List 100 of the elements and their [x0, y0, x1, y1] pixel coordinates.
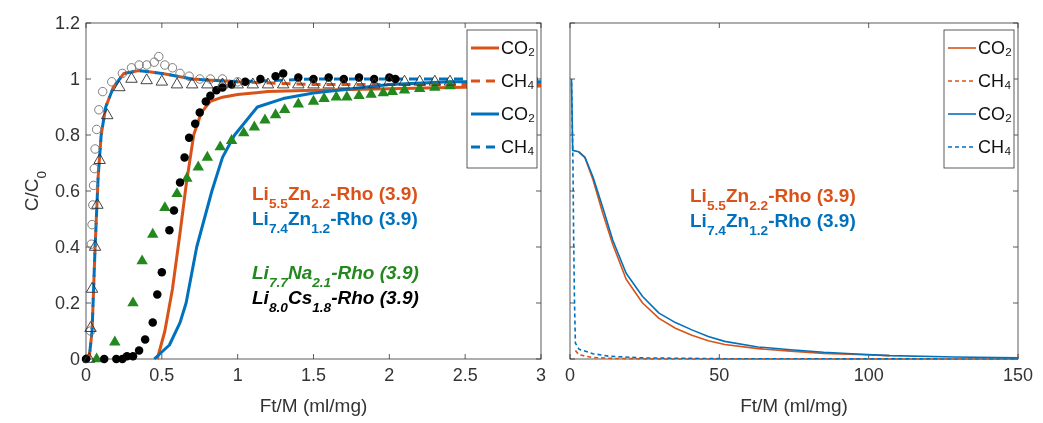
point: [149, 57, 159, 67]
legend-label: CO₂: [501, 38, 535, 58]
point: [181, 171, 193, 182]
annotation: Li$_{7.4}$Zn$_{1.2}$-Rho (3.9): [690, 210, 856, 238]
y-tick-label: 0.2: [54, 293, 80, 313]
point: [94, 105, 104, 115]
point: [85, 326, 96, 336]
point: [148, 318, 157, 327]
point: [93, 153, 106, 164]
point: [167, 63, 178, 73]
point: [160, 60, 170, 70]
annotation: Li$_{7.7}$Na$_{2.1}$-Rho (3.9): [252, 262, 419, 290]
point: [277, 77, 290, 89]
y-tick-label: 0.8: [54, 125, 80, 145]
point: [184, 71, 194, 81]
point: [278, 103, 291, 114]
annotation: Li$_{7.4}$Zn$_{1.2}$-Rho (3.9): [252, 208, 418, 236]
point: [225, 134, 238, 144]
point: [126, 63, 137, 73]
point: [337, 77, 350, 89]
point: [386, 85, 399, 95]
point: [205, 74, 216, 84]
point: [261, 77, 275, 89]
point: [318, 92, 330, 102]
point: [307, 94, 320, 105]
point: [246, 77, 259, 89]
point: [195, 108, 204, 117]
point: [82, 351, 96, 363]
x-tick-label: 2: [384, 365, 395, 385]
point: [413, 74, 426, 86]
y-tick-label: 1: [69, 69, 80, 89]
point: [155, 74, 168, 86]
point: [383, 74, 396, 86]
annotation: Li$_{5.5}$Zn$_{2.2}$-Rho (3.9): [252, 183, 418, 211]
point: [201, 150, 214, 161]
x-tick-label: 100: [853, 365, 884, 385]
point: [322, 77, 335, 89]
point: [398, 74, 411, 86]
point: [134, 346, 144, 355]
point: [352, 77, 366, 89]
point: [89, 163, 100, 174]
point: [368, 77, 381, 89]
point: [341, 90, 353, 101]
point: [97, 86, 108, 97]
x-tick-label: 0.5: [149, 365, 175, 385]
point: [90, 144, 100, 154]
point: [159, 201, 171, 212]
x-tick-label: 150: [1002, 365, 1034, 385]
point: [117, 68, 128, 79]
point: [206, 91, 215, 101]
point: [157, 267, 167, 277]
point: [175, 68, 185, 79]
point: [87, 219, 97, 230]
legend-label: CH₄: [978, 137, 1012, 157]
point: [147, 227, 159, 238]
point: [292, 97, 305, 108]
point: [88, 200, 98, 210]
point: [91, 197, 104, 209]
point: [85, 281, 99, 293]
point: [125, 71, 138, 83]
x-axis-title: Ft/M (ml/mg): [259, 395, 368, 416]
point: [171, 187, 183, 198]
point: [141, 60, 152, 70]
point: [88, 180, 99, 191]
point: [256, 74, 265, 84]
point: [84, 321, 97, 332]
x-tick-label: 1.5: [300, 365, 327, 385]
point: [292, 77, 305, 89]
annotation: Li$_{5.5}$Zn$_{2.2}$-Rho (3.9): [690, 185, 856, 213]
x-tick-label: 2.5: [452, 365, 478, 385]
point: [107, 77, 117, 87]
y-tick-label: 0.4: [54, 237, 80, 257]
point: [238, 126, 250, 137]
point: [175, 178, 185, 187]
point: [99, 354, 109, 364]
point: [165, 225, 174, 235]
point: [216, 77, 229, 89]
point: [365, 87, 377, 98]
point: [184, 133, 194, 143]
legend-label: CO₂: [978, 38, 1012, 58]
point: [217, 74, 228, 84]
point: [136, 254, 148, 265]
legend-label: CO₂: [978, 104, 1012, 124]
point: [169, 206, 179, 215]
point: [140, 335, 150, 344]
point: [186, 77, 199, 89]
point: [134, 60, 144, 70]
point: [91, 124, 102, 135]
point: [180, 153, 189, 162]
legend-label: CH₄: [501, 71, 535, 91]
x-tick-label: 1: [232, 365, 243, 385]
legend-label: CH₄: [501, 137, 535, 157]
point: [214, 140, 226, 151]
point: [271, 71, 280, 81]
point: [353, 89, 365, 100]
point: [278, 69, 288, 78]
point: [170, 77, 184, 89]
legend-label: CH₄: [978, 71, 1012, 91]
x-tick-label: 50: [709, 365, 730, 385]
point: [195, 74, 205, 84]
